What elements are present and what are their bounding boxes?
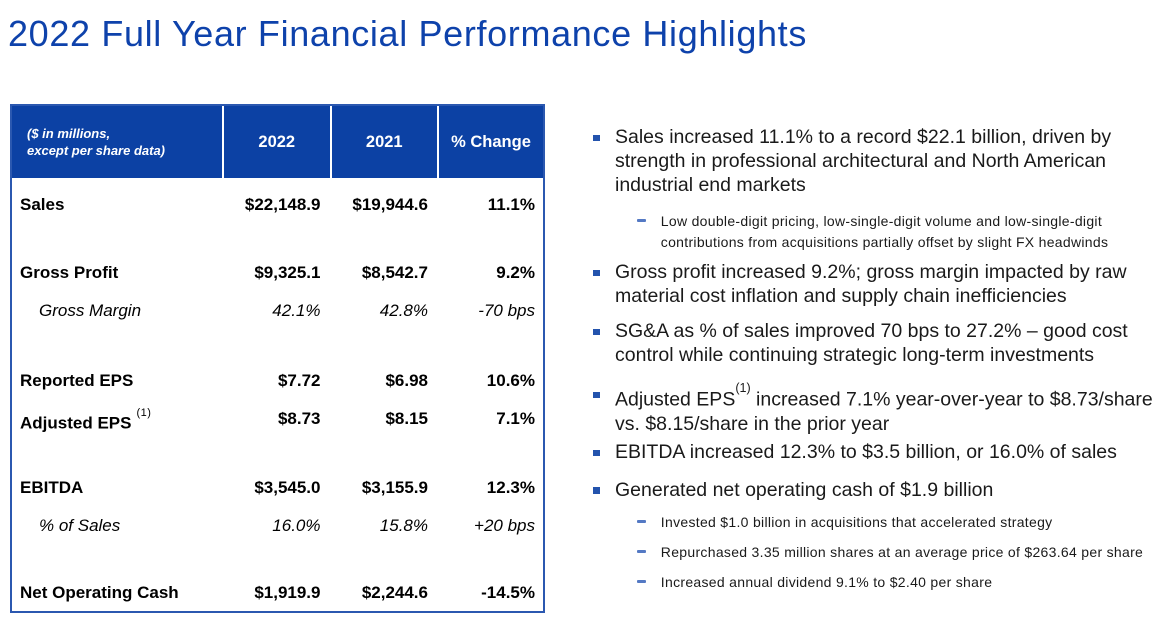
financial-summary-table: ($ in millions, except per share data) 2… <box>10 104 545 613</box>
page-title: 2022 Full Year Financial Performance Hig… <box>8 12 807 54</box>
table-row-adjusted-eps: Adjusted EPS(1) $8.73 $8.15 7.1% <box>20 407 535 433</box>
highlights-panel: Sales increased 11.1% to a record $22.1 … <box>593 0 1170 622</box>
table-row-pct-of-sales: % of Sales 16.0% 15.8% +20 bps <box>39 516 535 535</box>
table-header-pct-change: % Change <box>451 132 531 151</box>
dash-icon <box>637 550 646 553</box>
bullet-square-icon <box>593 487 600 494</box>
dash-icon <box>637 520 646 523</box>
table-header-2022: 2022 <box>224 106 332 178</box>
table-row-reported-eps: Reported EPS $7.72 $6.98 10.6% <box>20 371 535 390</box>
bullet-adjusted-eps: Adjusted EPS(1) increased 7.1% year-over… <box>593 380 1157 436</box>
table-row-ebitda: EBITDA $3,545.0 $3,155.9 12.3% <box>20 478 535 497</box>
table-row-sales: Sales $22,148.9 $19,944.6 11.1% <box>20 195 535 214</box>
sub-bullet-dividend: Increased annual dividend 9.1% to $2.40 … <box>637 572 1166 594</box>
bullet-square-icon <box>593 328 600 335</box>
bullet-ebitda: EBITDA increased 12.3% to $3.5 billion, … <box>593 440 1157 464</box>
dash-icon <box>637 219 646 223</box>
bullet-gross-profit: Gross profit increased 9.2%; gross margi… <box>593 260 1157 308</box>
footnote-marker: (1) <box>136 407 152 419</box>
table-row-net-operating-cash: Net Operating Cash $1,919.9 $2,244.6 -14… <box>20 583 535 602</box>
sub-bullet-acquisitions: Invested $1.0 billion in acquisitions th… <box>637 512 1166 534</box>
table-header-2021: 2021 <box>332 106 439 178</box>
bullet-net-operating-cash: Generated net operating cash of $1.9 bil… <box>593 478 1157 502</box>
table-header-note-line1: ($ in millions, <box>27 125 111 141</box>
bullet-square-icon <box>593 391 600 399</box>
bullet-square-icon <box>593 269 600 277</box>
table-header-row: ($ in millions, except per share data) 2… <box>12 106 543 178</box>
table-header-note-line2: except per share data) <box>27 143 166 158</box>
footnote-marker: (1) <box>735 380 751 395</box>
sub-bullet-pricing: Low double-digit pricing, low-single-dig… <box>637 211 1126 254</box>
sub-bullet-buyback: Repurchased 3.35 million shares at an av… <box>637 542 1166 564</box>
bullet-square-icon <box>593 134 600 142</box>
bullet-sales: Sales increased 11.1% to a record $22.1 … <box>593 125 1157 197</box>
table-header-note: ($ in millions, except per share data) <box>12 106 224 178</box>
bullet-sga: SG&A as % of sales improved 70 bps to 27… <box>593 319 1157 367</box>
table-row-gross-margin: Gross Margin 42.1% 42.8% -70 bps <box>39 301 535 320</box>
bullet-square-icon <box>593 449 600 457</box>
dash-icon <box>637 580 646 583</box>
table-row-gross-profit: Gross Profit $9,325.1 $8,542.7 9.2% <box>20 263 535 282</box>
